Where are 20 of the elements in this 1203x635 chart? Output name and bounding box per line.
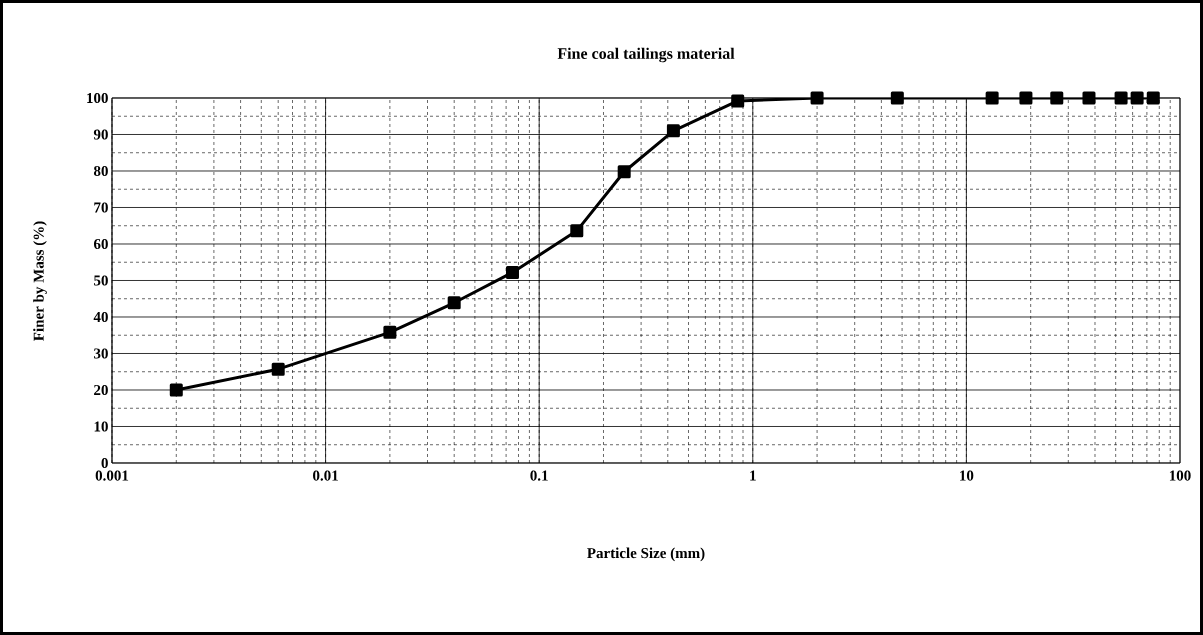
y-tick-label: 0 [101,457,108,469]
y-tick-label: 50 [94,275,108,286]
x-tick-label: 0.01 [313,470,338,481]
y-tick-label: 60 [93,238,108,250]
x-tick-label: 10 [960,470,974,481]
y-tick-label: 100 [87,92,108,104]
x-tick-label: 100 [1169,470,1191,481]
y-tick-label: 30 [94,348,108,359]
x-axis-title: Particle Size (mm) [587,547,705,562]
y-tick-label: 20 [94,384,108,396]
chart-title: Fine coal tailings material [557,47,735,63]
y-tick-label: 80 [93,165,108,177]
y-tick-label: 10 [94,421,108,432]
x-tick-label: 0.001 [95,470,129,481]
y-tick-label: 70 [94,202,108,213]
x-tick-label: 0.1 [530,470,548,481]
y-axis-title: Finer by Mass (%) [33,221,47,341]
x-tick-label: 1 [750,470,756,481]
y-tick-label: 90 [93,129,108,140]
y-tick-label: 40 [93,311,108,323]
